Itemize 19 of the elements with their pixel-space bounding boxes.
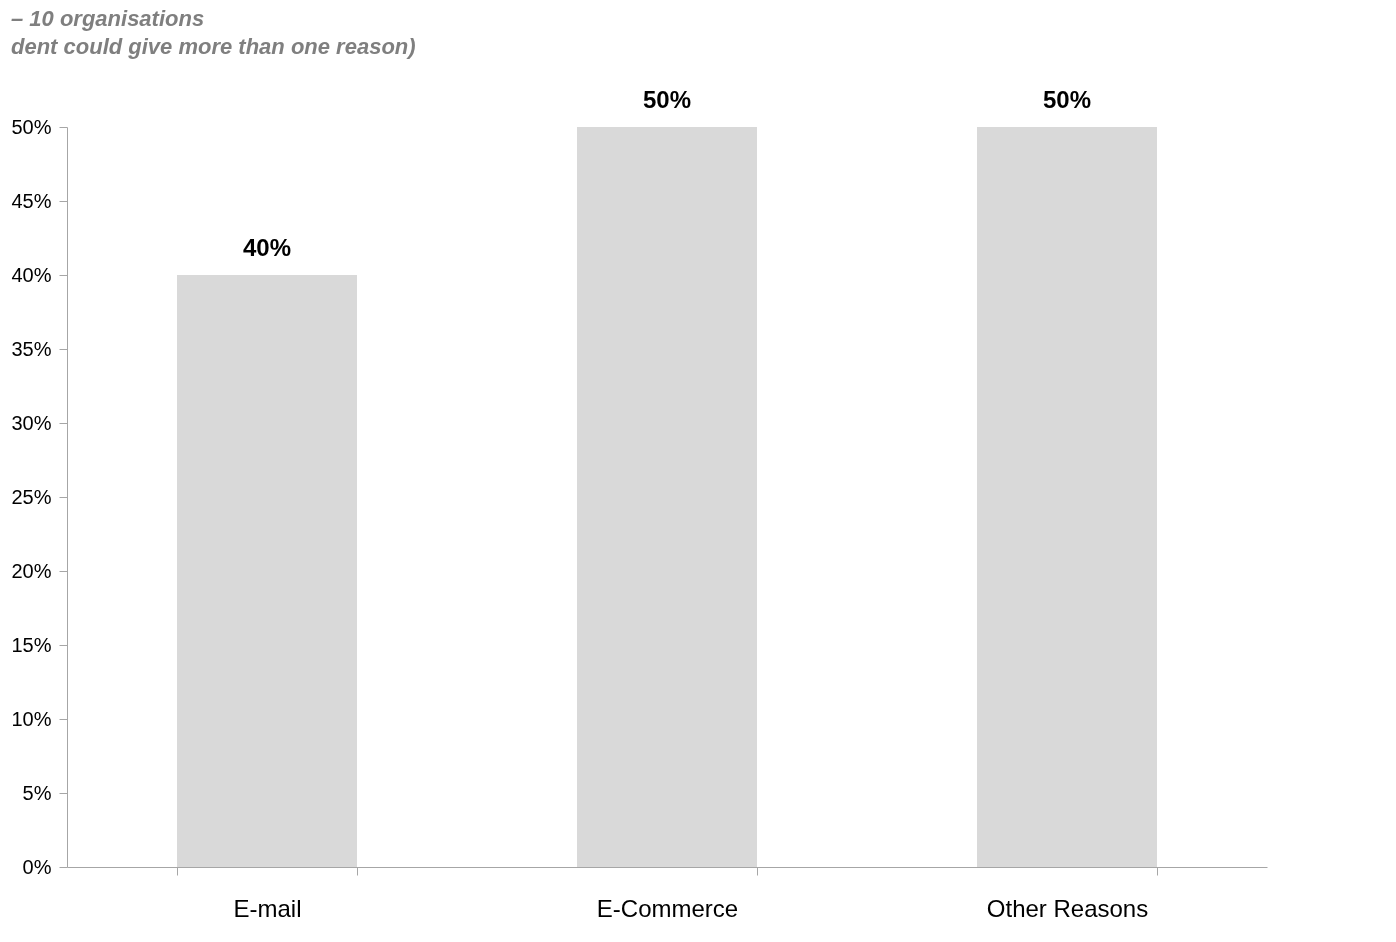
y-tick-label: 35% — [11, 337, 52, 360]
y-tick-label: 5% — [22, 781, 52, 804]
data-label: 40% — [242, 234, 292, 261]
y-tick-label: 10% — [11, 707, 52, 730]
y-tick-label: 40% — [11, 263, 52, 286]
y-tick-label: 45% — [11, 189, 52, 212]
chart-subtitle: dent could give more than one reason) — [10, 34, 416, 59]
y-tick-label: 30% — [11, 411, 52, 434]
y-tick-label: 25% — [11, 485, 52, 508]
x-tick-label: E-mail — [233, 894, 302, 922]
y-tick-label: 20% — [11, 559, 52, 582]
y-tick-label: 15% — [11, 633, 52, 656]
x-tick-label: Other Reasons — [986, 894, 1149, 922]
data-label: 50% — [642, 86, 692, 113]
x-tick-label: E-Commerce — [596, 894, 739, 922]
chart-title: – 10 organisations — [10, 6, 205, 31]
data-label: 50% — [1042, 86, 1092, 113]
y-tick-label: 50% — [11, 115, 52, 138]
y-tick-label: 0% — [22, 855, 52, 878]
